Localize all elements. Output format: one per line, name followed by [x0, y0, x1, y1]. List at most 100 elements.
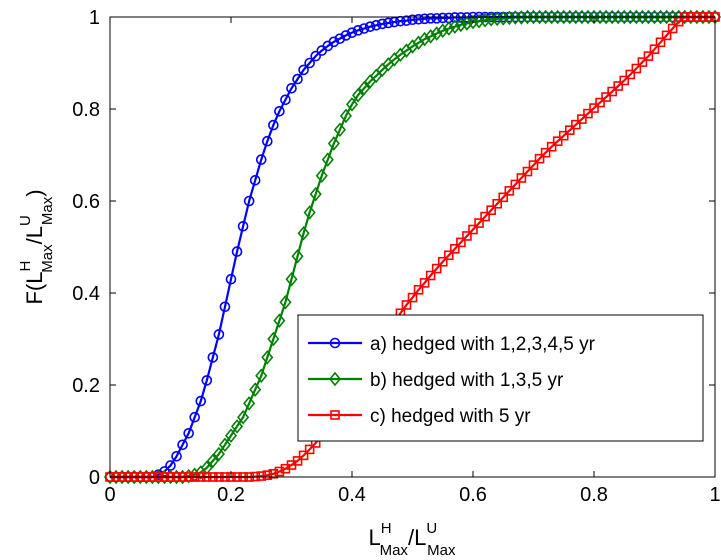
data-point	[279, 294, 292, 310]
data-point	[655, 37, 666, 48]
data-point	[321, 152, 334, 167]
data-point	[309, 186, 322, 202]
data-point	[540, 147, 551, 158]
data-point	[619, 75, 630, 86]
data-point	[462, 231, 472, 241]
data-point	[213, 329, 225, 340]
data-point	[413, 284, 424, 295]
data-point	[189, 411, 200, 423]
data-point	[285, 271, 298, 287]
legend-label: b) hedged with 1,3,5 yr	[370, 370, 564, 391]
data-point	[273, 313, 286, 328]
tick-layer: 0 0.2 0.4 0.6 0.8 1 0 0.2 0.4 0.6 0.8 1	[72, 7, 720, 506]
data-point	[661, 30, 672, 41]
data-point	[219, 301, 231, 313]
data-point	[498, 192, 509, 203]
legend-label: a) hedged with 1,2,3,4,5 yr	[370, 334, 596, 355]
x-tick-label: 1	[709, 484, 720, 506]
y-tick-label: 0.8	[72, 99, 100, 121]
data-point	[552, 136, 563, 146]
data-point	[243, 195, 255, 207]
data-point	[358, 81, 371, 96]
data-point	[382, 17, 394, 29]
data-point	[358, 23, 370, 34]
data-point	[327, 136, 340, 151]
data-point	[425, 270, 436, 281]
data-point	[456, 237, 466, 248]
y-label-base2: L	[22, 226, 47, 238]
data-point	[413, 13, 424, 25]
x-tick-label: 0.6	[459, 484, 487, 506]
data-point	[274, 106, 285, 117]
data-point	[304, 57, 315, 69]
data-point	[212, 446, 225, 462]
legend-swatch-marker	[328, 371, 342, 387]
legend-label: c) hedged with 5 yr	[370, 406, 531, 427]
data-point	[667, 23, 678, 34]
x-label-base1: L	[369, 525, 381, 550]
data-point	[364, 21, 376, 32]
data-point	[201, 375, 213, 386]
x-tick-label: 0.2	[217, 484, 245, 506]
data-point	[571, 119, 581, 130]
y-label-pre: F(	[22, 283, 47, 304]
data-point	[256, 471, 267, 481]
legend-entry: a) hedged with 1,2,3,4,5 yr	[308, 334, 596, 355]
data-point	[261, 350, 274, 365]
data-point	[286, 83, 297, 94]
y-label-slash: /	[22, 237, 47, 244]
data-point	[442, 21, 455, 36]
data-point	[376, 18, 388, 30]
legend-entries: a) hedged with 1,2,3,4,5 yr b) hedged wit…	[308, 334, 596, 427]
data-point	[504, 186, 515, 196]
data-point	[249, 382, 262, 397]
data-point	[431, 263, 442, 274]
data-point	[601, 92, 611, 102]
x-label-sup2: U	[426, 520, 437, 537]
data-point	[292, 73, 303, 85]
data-point	[345, 97, 359, 112]
data-point	[401, 300, 412, 310]
y-tick-label: 0.4	[72, 283, 100, 305]
data-point	[637, 57, 648, 67]
y-label-sub1: Max	[39, 244, 56, 273]
data-point	[304, 444, 315, 455]
data-point	[643, 51, 654, 61]
data-point	[613, 81, 624, 91]
data-point	[418, 31, 431, 47]
y-label-post: )	[22, 189, 47, 196]
data-point	[339, 108, 352, 124]
data-point	[492, 198, 503, 209]
data-point	[346, 27, 358, 38]
data-point	[407, 14, 418, 26]
x-label-sup1: H	[381, 520, 392, 537]
data-point	[534, 153, 545, 164]
data-point	[303, 205, 316, 220]
data-point	[454, 17, 467, 33]
data-point	[218, 437, 231, 453]
data-point	[231, 419, 244, 434]
data-point	[425, 13, 436, 24]
data-point	[528, 160, 539, 170]
data-point	[171, 450, 182, 462]
data-point	[262, 470, 273, 480]
data-point	[546, 141, 557, 152]
x-tick-label: 0	[104, 484, 115, 506]
data-point	[480, 211, 490, 222]
data-point	[261, 135, 273, 147]
data-point	[450, 244, 460, 254]
data-point	[315, 168, 328, 183]
data-point	[466, 14, 480, 30]
series-layer	[103, 9, 721, 485]
data-point	[479, 12, 492, 28]
data-point	[340, 30, 352, 41]
data-point	[206, 453, 219, 469]
data-point	[255, 368, 268, 384]
data-point	[516, 173, 527, 183]
y-tick-label: 0.6	[72, 191, 100, 213]
data-point	[419, 278, 430, 288]
data-point	[183, 427, 194, 439]
data-point	[460, 16, 473, 31]
y-label-sup2: U	[17, 215, 34, 226]
